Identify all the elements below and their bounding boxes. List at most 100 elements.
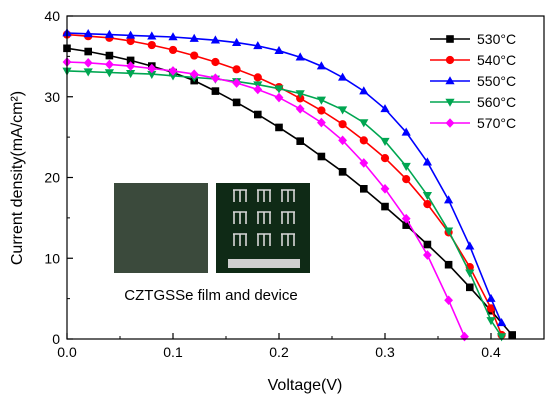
legend-marker	[445, 76, 455, 85]
data-point	[253, 84, 263, 95]
data-point	[296, 94, 305, 103]
data-point	[466, 283, 474, 292]
data-point	[168, 66, 178, 76]
device-cell	[257, 233, 271, 246]
data-point	[338, 106, 348, 115]
data-point	[83, 58, 93, 68]
legend-entry: 540°C	[430, 52, 516, 68]
data-point	[422, 191, 432, 201]
data-point	[423, 200, 432, 209]
data-point	[508, 331, 516, 339]
data-point	[380, 154, 390, 163]
data-point	[253, 73, 262, 82]
data-point	[465, 269, 475, 278]
legend-label: 560°C	[477, 94, 516, 110]
device-cell	[257, 211, 271, 224]
data-point	[381, 202, 389, 211]
device-bus-bar	[228, 259, 300, 268]
data-point	[189, 33, 199, 42]
data-point	[317, 152, 326, 161]
data-point	[275, 123, 283, 132]
data-point	[211, 87, 220, 95]
series-line	[66, 70, 503, 338]
y-tick-label: 10	[44, 250, 60, 266]
data-point	[104, 29, 114, 38]
data-point	[126, 56, 135, 65]
legend-marker	[445, 98, 455, 107]
data-point	[359, 136, 368, 145]
data-point	[232, 78, 241, 88]
data-point	[423, 250, 432, 260]
data-point	[444, 260, 453, 269]
data-point	[190, 51, 199, 60]
device-cell	[257, 189, 271, 202]
series-line	[66, 47, 513, 336]
legend-entry: 570°C	[430, 115, 516, 131]
data-point	[423, 240, 432, 249]
data-point	[402, 175, 411, 184]
data-point	[486, 293, 496, 302]
data-point	[232, 65, 241, 74]
x-tick-label: 0.4	[481, 344, 501, 360]
data-point	[360, 185, 368, 193]
legend-label: 570°C	[477, 115, 516, 131]
device-cell	[281, 189, 295, 202]
series-layer	[62, 28, 516, 342]
data-point	[338, 168, 347, 176]
device-cell	[233, 189, 247, 202]
series-4	[62, 57, 469, 342]
data-point	[232, 37, 242, 46]
data-point	[422, 157, 432, 166]
data-point	[338, 72, 348, 81]
data-point	[316, 96, 326, 105]
y-tick-label: 40	[44, 8, 60, 24]
data-point	[401, 162, 411, 171]
y-tick-label: 30	[44, 89, 60, 105]
data-point	[359, 158, 369, 168]
data-point	[338, 120, 347, 129]
x-axis-label: Voltage(V)	[268, 377, 343, 394]
data-point	[497, 333, 507, 342]
data-point	[147, 70, 157, 79]
data-point	[126, 61, 135, 71]
data-point	[380, 184, 390, 194]
data-point	[460, 331, 469, 342]
data-point	[486, 304, 496, 313]
legend-marker	[445, 55, 455, 65]
data-point	[105, 59, 114, 70]
data-point	[104, 69, 114, 78]
data-point	[253, 41, 263, 50]
data-point	[380, 104, 390, 113]
data-point	[380, 137, 390, 146]
data-point	[338, 135, 347, 146]
data-point	[316, 61, 326, 70]
series-line	[66, 33, 503, 336]
data-point	[147, 63, 157, 74]
y-tick-label: 0	[52, 331, 60, 347]
data-point	[147, 40, 156, 50]
data-point	[465, 241, 475, 250]
legend-entry: 560°C	[430, 94, 516, 110]
x-tick-label: 0.0	[57, 344, 77, 360]
inset-photos: CZTGSSe film and device	[114, 183, 310, 304]
data-point	[497, 318, 507, 327]
data-point	[211, 57, 220, 67]
legend-marker	[446, 35, 454, 43]
data-point	[254, 110, 262, 119]
legend-entry: 550°C	[430, 73, 516, 89]
y-axis-label: Current density(mA/cm²)	[9, 91, 26, 265]
data-point	[444, 295, 453, 306]
data-point	[83, 68, 93, 77]
data-point	[210, 35, 220, 44]
data-point	[296, 137, 304, 145]
legend-entry: 530°C	[430, 31, 516, 47]
data-point	[105, 51, 114, 60]
data-point	[486, 317, 496, 326]
inset-caption: CZTGSSe film and device	[124, 287, 297, 304]
data-point	[274, 85, 284, 94]
data-point	[126, 70, 136, 79]
series-2	[62, 28, 507, 327]
film-photo	[114, 183, 208, 273]
x-tick-label: 0.2	[269, 344, 289, 360]
